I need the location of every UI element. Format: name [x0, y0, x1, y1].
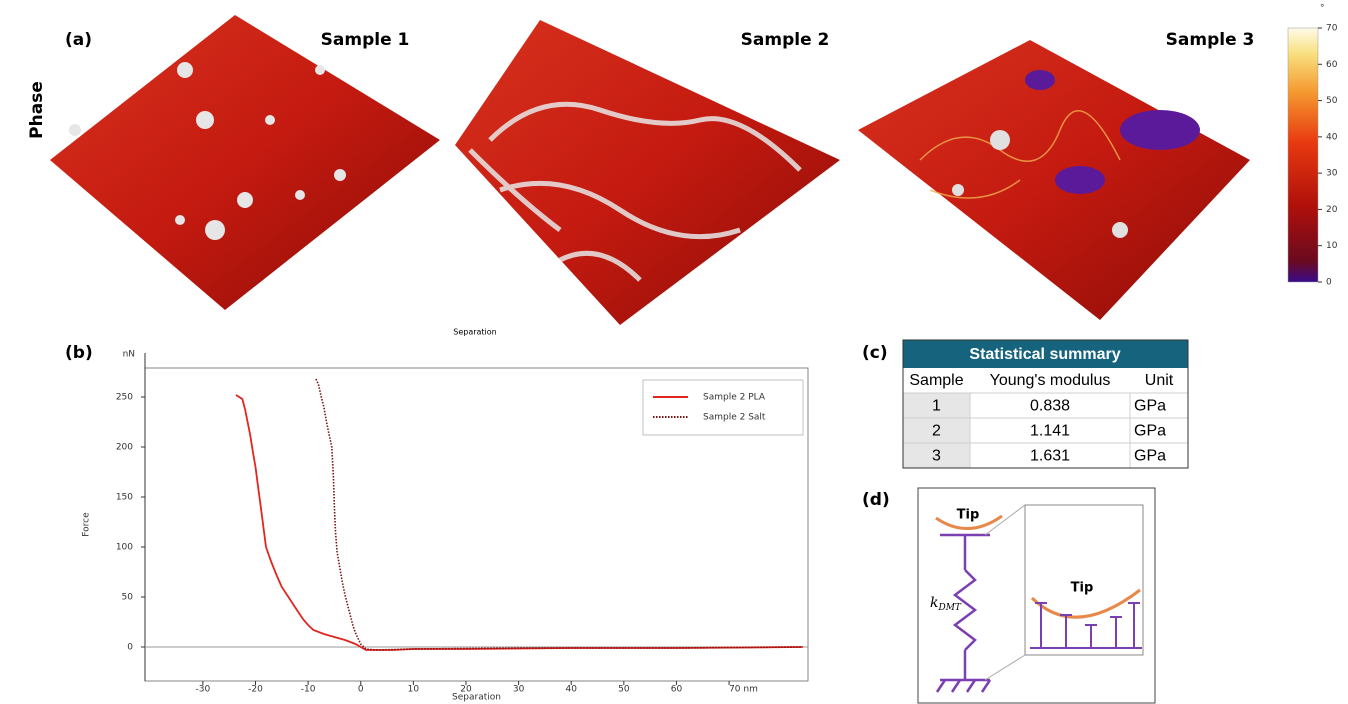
- y-tick-label: 150: [116, 493, 133, 503]
- table-cell-text: 3: [932, 448, 941, 465]
- y-tick-label: 100: [116, 543, 133, 553]
- panel-label: (b): [65, 343, 93, 363]
- table-title: Statistical summary: [969, 346, 1120, 363]
- diagram: [918, 488, 1155, 703]
- colorbar-tick-label: 30: [1326, 169, 1338, 179]
- table-cell-text: 0.838: [1030, 398, 1070, 415]
- colorbar-unit: °: [1320, 4, 1325, 14]
- diagram-label: Tip: [1071, 581, 1094, 596]
- colorbar-tick-label: 10: [1326, 241, 1338, 251]
- y-tick-label: 200: [116, 443, 133, 453]
- y-tick-label: 0: [127, 643, 133, 653]
- x-tick-label: 60: [671, 685, 683, 695]
- colorbar-tick-label: 50: [1326, 96, 1338, 106]
- x-tick-label: 40: [565, 685, 577, 695]
- table-header: Young's modulus: [990, 372, 1111, 389]
- axis-label: Separation: [453, 328, 497, 337]
- colorbar-tick-label: 70: [1326, 24, 1338, 34]
- table-cell-text: 1.631: [1030, 448, 1070, 465]
- colorbar-tick-label: 40: [1326, 132, 1338, 142]
- afm-image: [50, 15, 440, 310]
- sample-title: Sample 2: [741, 30, 830, 50]
- y-unit: nN: [123, 350, 135, 360]
- sample-title: Sample 3: [1166, 30, 1255, 50]
- sample-title: Sample 1: [321, 30, 410, 50]
- diagram-label: Tip: [957, 508, 980, 523]
- x-tick-label: 30: [513, 685, 525, 695]
- table-header: Sample: [909, 372, 963, 389]
- spring-label: k: [930, 595, 938, 611]
- spring-subscript: DMT: [937, 603, 961, 613]
- table-cell-text: GPa: [1134, 448, 1166, 465]
- colorbar: [1288, 28, 1318, 282]
- x-tick-label: 70 nm: [729, 685, 758, 695]
- table-cell-text: 1: [932, 398, 941, 415]
- x-tick-label: 20: [460, 685, 472, 695]
- table-cell-text: 2: [932, 423, 941, 440]
- row-label: Phase: [27, 81, 47, 139]
- x-tick-label: -20: [248, 685, 263, 695]
- legend-label: Sample 2 PLA: [703, 393, 766, 403]
- colorbar-tick-label: 60: [1326, 60, 1338, 70]
- table-cell-text: GPa: [1134, 423, 1166, 440]
- afm-image: [858, 40, 1250, 320]
- x-tick-label: 50: [618, 685, 630, 695]
- y-tick-label: 250: [116, 393, 133, 403]
- colorbar-tick-label: 20: [1326, 205, 1338, 215]
- table-cell-text: GPa: [1134, 398, 1166, 415]
- panel-label: (a): [65, 30, 92, 50]
- x-tick-label: -10: [301, 685, 316, 695]
- panel-label: (d): [862, 490, 890, 510]
- figure: (a) Phase Sample 1 Sample 2 Sample 3 ° S…: [0, 0, 1348, 704]
- panel-label: (c): [862, 343, 888, 363]
- afm-image: [455, 20, 840, 325]
- x-tick-label: -30: [196, 685, 211, 695]
- x-tick-label: 0: [358, 685, 364, 695]
- table-cell-text: 1.141: [1030, 423, 1070, 440]
- y-axis-label: Force: [82, 512, 92, 537]
- colorbar-tick-label: 0: [1326, 278, 1332, 288]
- legend-label: Sample 2 Salt: [703, 413, 766, 423]
- x-tick-label: 10: [408, 685, 420, 695]
- legend: [643, 380, 803, 435]
- y-tick-label: 50: [122, 593, 134, 603]
- table-header: Unit: [1145, 372, 1174, 389]
